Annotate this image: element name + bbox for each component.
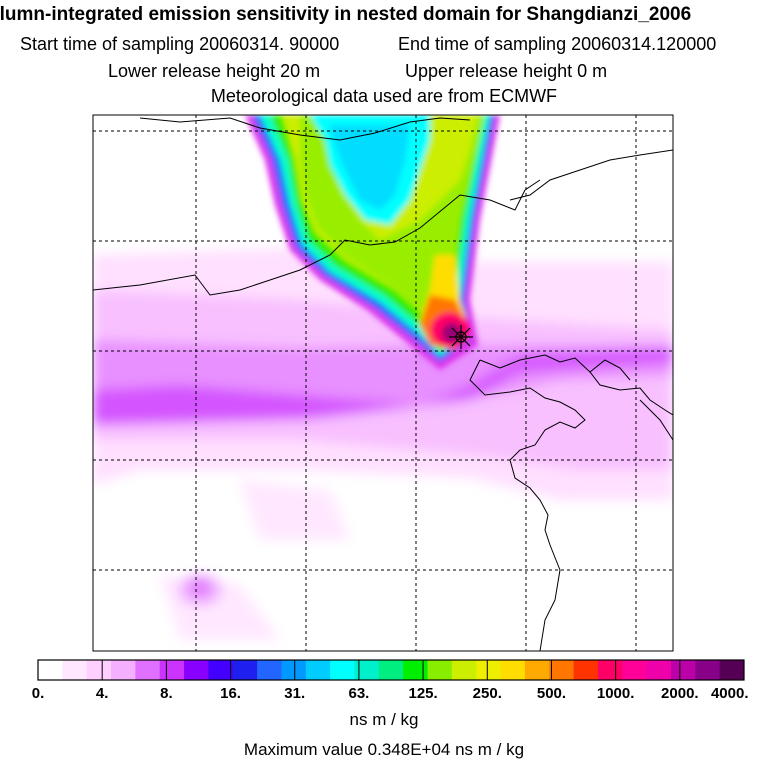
colorbar-swatch: [330, 660, 355, 680]
met-data-label: Meteorological data used are from ECMWF: [210, 86, 558, 106]
colorbar-swatch: [670, 660, 696, 680]
colorbar-tick-label: 63.: [348, 685, 370, 702]
colorbar-tick-label: 500.: [536, 685, 567, 702]
colorbar-swatch: [549, 660, 575, 680]
colorbar-tick-label: 0.: [31, 685, 45, 702]
colorbar-frame: [37, 659, 745, 681]
sensitivity-field: [93, 115, 673, 640]
colorbar-tick-label: 16.: [220, 685, 241, 702]
colorbar-tick-label: 4.: [95, 685, 109, 702]
colorbar-swatch: [719, 660, 745, 680]
colorbar-tick-label: 31.: [284, 685, 306, 702]
colorbar-swatch: [378, 660, 404, 680]
colorbar-swatch: [427, 660, 453, 680]
lat-lon-grid: [93, 115, 673, 651]
colorbar-swatch: [524, 660, 550, 680]
coastlines: [93, 117, 673, 651]
colorbar: [37, 660, 745, 680]
lower-height-label: Lower release height 20 m: [108, 61, 321, 81]
plot-frame: [92, 114, 674, 652]
colorbar-swatch: [257, 660, 282, 680]
upper-height-label: Upper release height 0 m: [405, 61, 608, 81]
maximum-value-label: Maximum value 0.348E+04 ns m / kg: [243, 740, 525, 759]
colorbar-swatch: [646, 660, 672, 680]
colorbar-swatch: [38, 660, 63, 680]
colorbar-tick-label: 1000.: [596, 685, 635, 702]
colorbar-swatch: [232, 660, 258, 680]
colorbar-swatch: [622, 660, 648, 680]
start-time-label: Start time of sampling 20060314. 90000: [20, 34, 340, 54]
colorbar-swatch: [184, 660, 209, 680]
colorbar-swatch: [354, 660, 380, 680]
station-marker-icon: [449, 325, 473, 349]
colorbar-swatch: [695, 660, 721, 680]
colorbar-swatch: [111, 660, 136, 680]
colorbar-swatch: [281, 660, 307, 680]
colorbar-tick-label: 2000.: [661, 685, 699, 702]
colorbar-swatch: [305, 660, 331, 680]
colorbar-tick-label: 250.: [472, 685, 502, 702]
colorbar-swatch: [62, 660, 88, 680]
colorbar-swatch: [86, 660, 112, 680]
colorbar-swatch: [403, 660, 429, 680]
colorbar-swatch: [597, 660, 623, 680]
map-title: olumn-integrated emission sensitivity in…: [0, 4, 692, 25]
colorbar-tick-label: 125.: [408, 685, 438, 702]
colorbar-tick-label: 4000.: [710, 685, 749, 702]
colorbar-swatch: [135, 660, 161, 680]
colorbar-units: ns m / kg: [349, 710, 419, 729]
colorbar-swatch: [573, 660, 599, 680]
colorbar-tick-label: 8.: [160, 685, 173, 702]
colorbar-swatch: [208, 660, 234, 680]
colorbar-swatch: [476, 660, 502, 680]
colorbar-swatch: [159, 660, 185, 680]
end-time-label: End time of sampling 20060314.120000: [398, 34, 717, 54]
colorbar-swatch: [451, 660, 477, 680]
colorbar-swatch: [500, 660, 526, 680]
